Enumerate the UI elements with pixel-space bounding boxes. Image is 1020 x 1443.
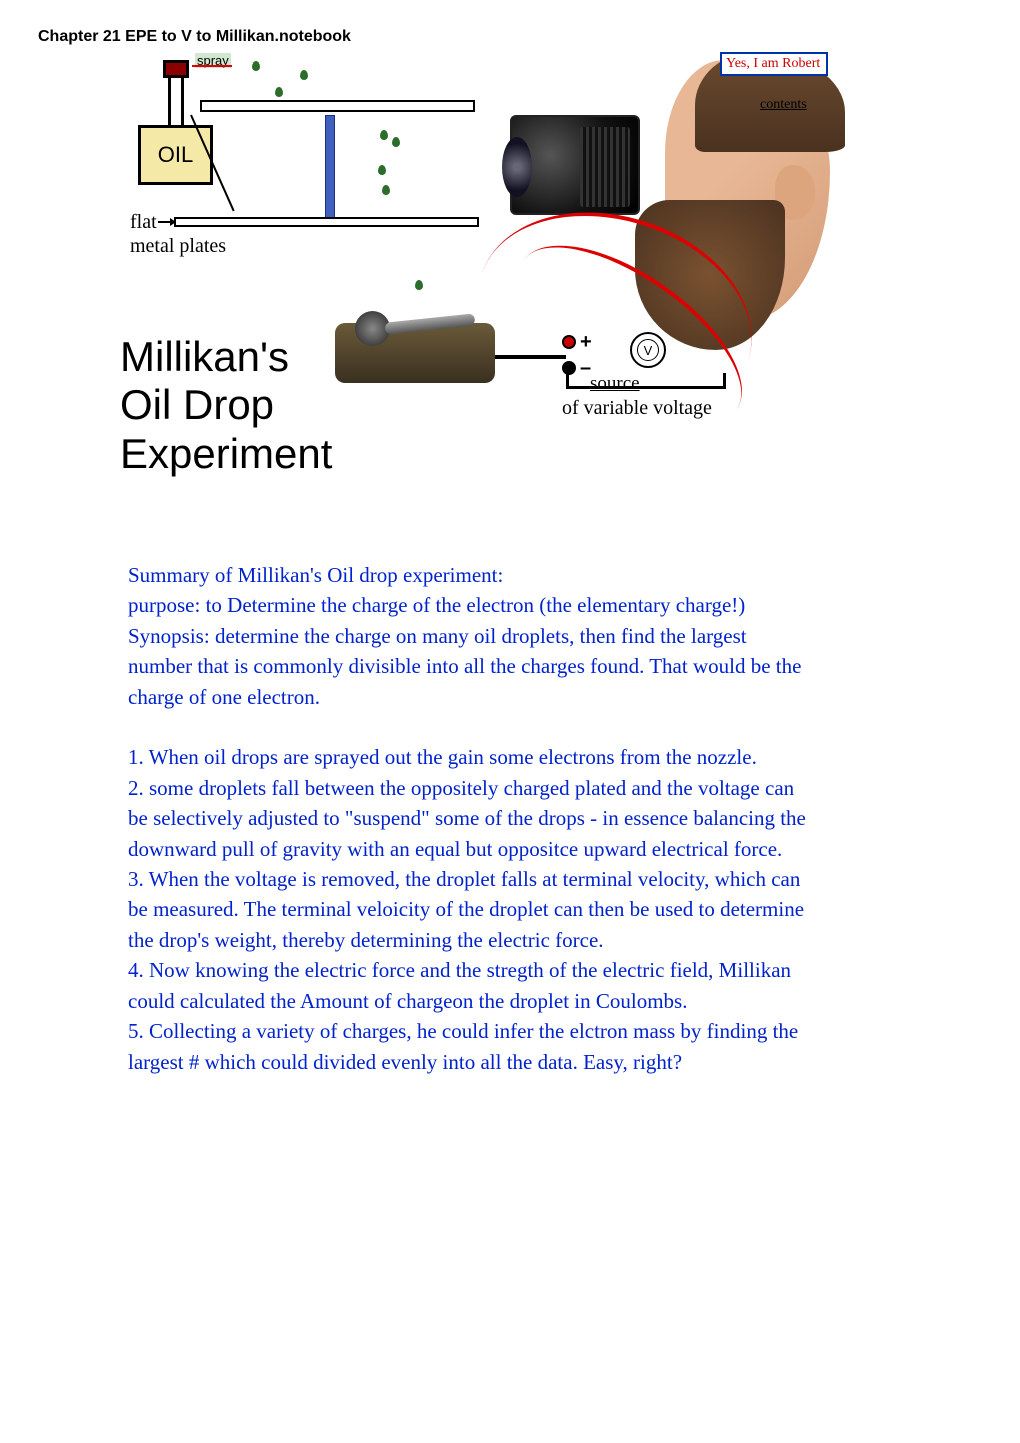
summary-purpose: purpose: to Determine the charge of the … — [128, 590, 808, 620]
lens-focus-ring — [580, 127, 630, 207]
step-3: 3. When the voltage is removed, the drop… — [128, 864, 808, 955]
scale-ruler — [325, 115, 335, 220]
flat-arrow — [158, 221, 174, 223]
switch-lever — [385, 313, 476, 334]
oil-drop — [300, 70, 308, 80]
oil-bottle: OIL — [138, 125, 213, 185]
apparatus-diagram: OIL spray flat metal plates Millikan's O… — [130, 55, 850, 495]
step-1: 1. When oil drops are sprayed out the ga… — [128, 742, 808, 772]
oil-label: OIL — [158, 142, 193, 168]
metal-plates-label: metal plates — [130, 235, 226, 258]
voltmeter-symbol: V — [637, 339, 659, 361]
step-2: 2. some droplets fall between the opposi… — [128, 773, 808, 864]
notebook-header: Chapter 21 EPE to V to Millikan.notebook — [38, 28, 351, 46]
summary-text: Summary of Millikan's Oil drop experimen… — [128, 560, 808, 1077]
summary-synopsis: Synopsis: determine the charge on many o… — [128, 621, 808, 712]
source-label: source — [590, 373, 640, 395]
oil-drop — [392, 137, 400, 147]
voltmeter: V — [630, 332, 666, 368]
title-line-3: Experiment — [120, 430, 332, 478]
wire-black — [488, 355, 566, 359]
contents-label: contents — [760, 97, 807, 113]
oil-drop — [275, 87, 283, 97]
top-plate — [200, 100, 475, 112]
oil-drop — [252, 61, 260, 71]
oil-drop — [382, 185, 390, 195]
terminal-positive — [562, 335, 576, 349]
oil-drop — [380, 130, 388, 140]
flat-label: flat — [130, 211, 157, 234]
experiment-title: Millikan's Oil Drop Experiment — [120, 333, 332, 478]
oil-drop — [378, 165, 386, 175]
bottle-neck — [168, 75, 184, 125]
telegraph-switch — [335, 323, 495, 383]
oil-drop — [415, 280, 423, 290]
step-4: 4. Now knowing the electric force and th… — [128, 955, 808, 1016]
step-5: 5. Collecting a variety of charges, he c… — [128, 1016, 808, 1077]
bottom-plate — [174, 217, 479, 227]
summary-heading: Summary of Millikan's Oil drop experimen… — [128, 560, 808, 590]
spray-arrow — [192, 65, 232, 67]
title-line-2: Oil Drop — [120, 381, 332, 429]
variable-voltage-label: of variable voltage — [562, 397, 712, 420]
title-line-1: Millikan's — [120, 333, 332, 381]
microscope-lens — [510, 115, 640, 215]
speech-bubble: Yes, I am Robert — [720, 52, 828, 76]
